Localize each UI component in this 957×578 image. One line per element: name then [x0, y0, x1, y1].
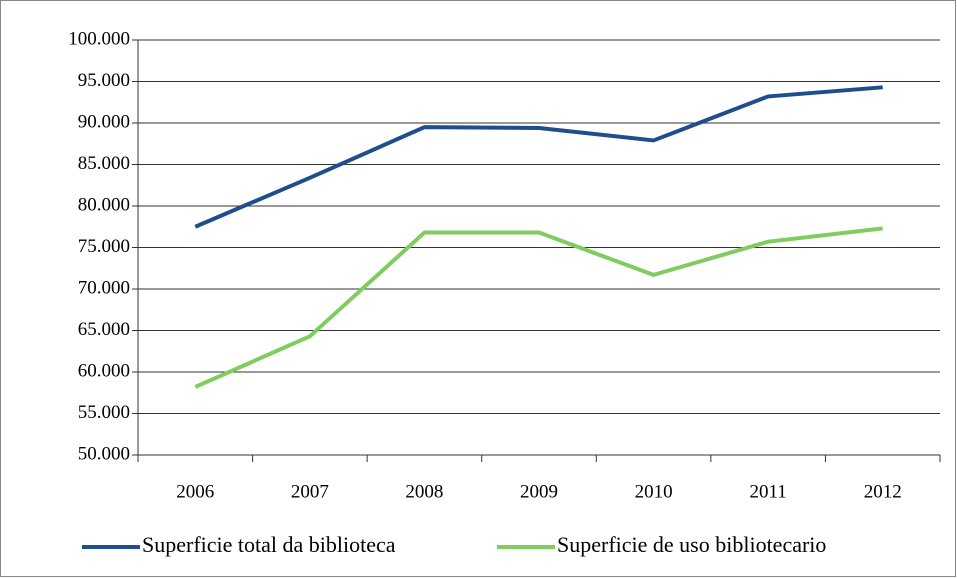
y-tick-label: 50.000 — [78, 443, 130, 464]
legend-label: Superficie de uso bibliotecario — [557, 532, 826, 557]
x-tick-label: 2012 — [864, 481, 902, 502]
y-tick-label: 90.000 — [78, 111, 130, 132]
x-tick-label: 2008 — [405, 481, 443, 502]
y-tick-label: 95.000 — [78, 70, 130, 91]
series-line — [194, 226, 883, 389]
y-tick-label: 85.000 — [78, 153, 130, 174]
y-tick-label: 70.000 — [78, 277, 130, 298]
y-tick-label: 75.000 — [78, 236, 130, 257]
x-tick-label: 2006 — [176, 481, 214, 502]
x-tick-label: 2011 — [749, 481, 786, 502]
x-tick-label: 2007 — [291, 481, 329, 502]
x-tick-label: 2009 — [520, 481, 558, 502]
series-line — [194, 85, 883, 229]
y-tick-label: 65.000 — [78, 319, 130, 340]
y-tick-label: 100.000 — [68, 28, 130, 49]
legend-label: Superficie total da biblioteca — [142, 532, 396, 557]
y-tick-label: 60.000 — [78, 360, 130, 381]
y-tick-label: 55.000 — [78, 402, 130, 423]
y-tick-label: 80.000 — [78, 194, 130, 215]
x-tick-label: 2010 — [635, 481, 673, 502]
